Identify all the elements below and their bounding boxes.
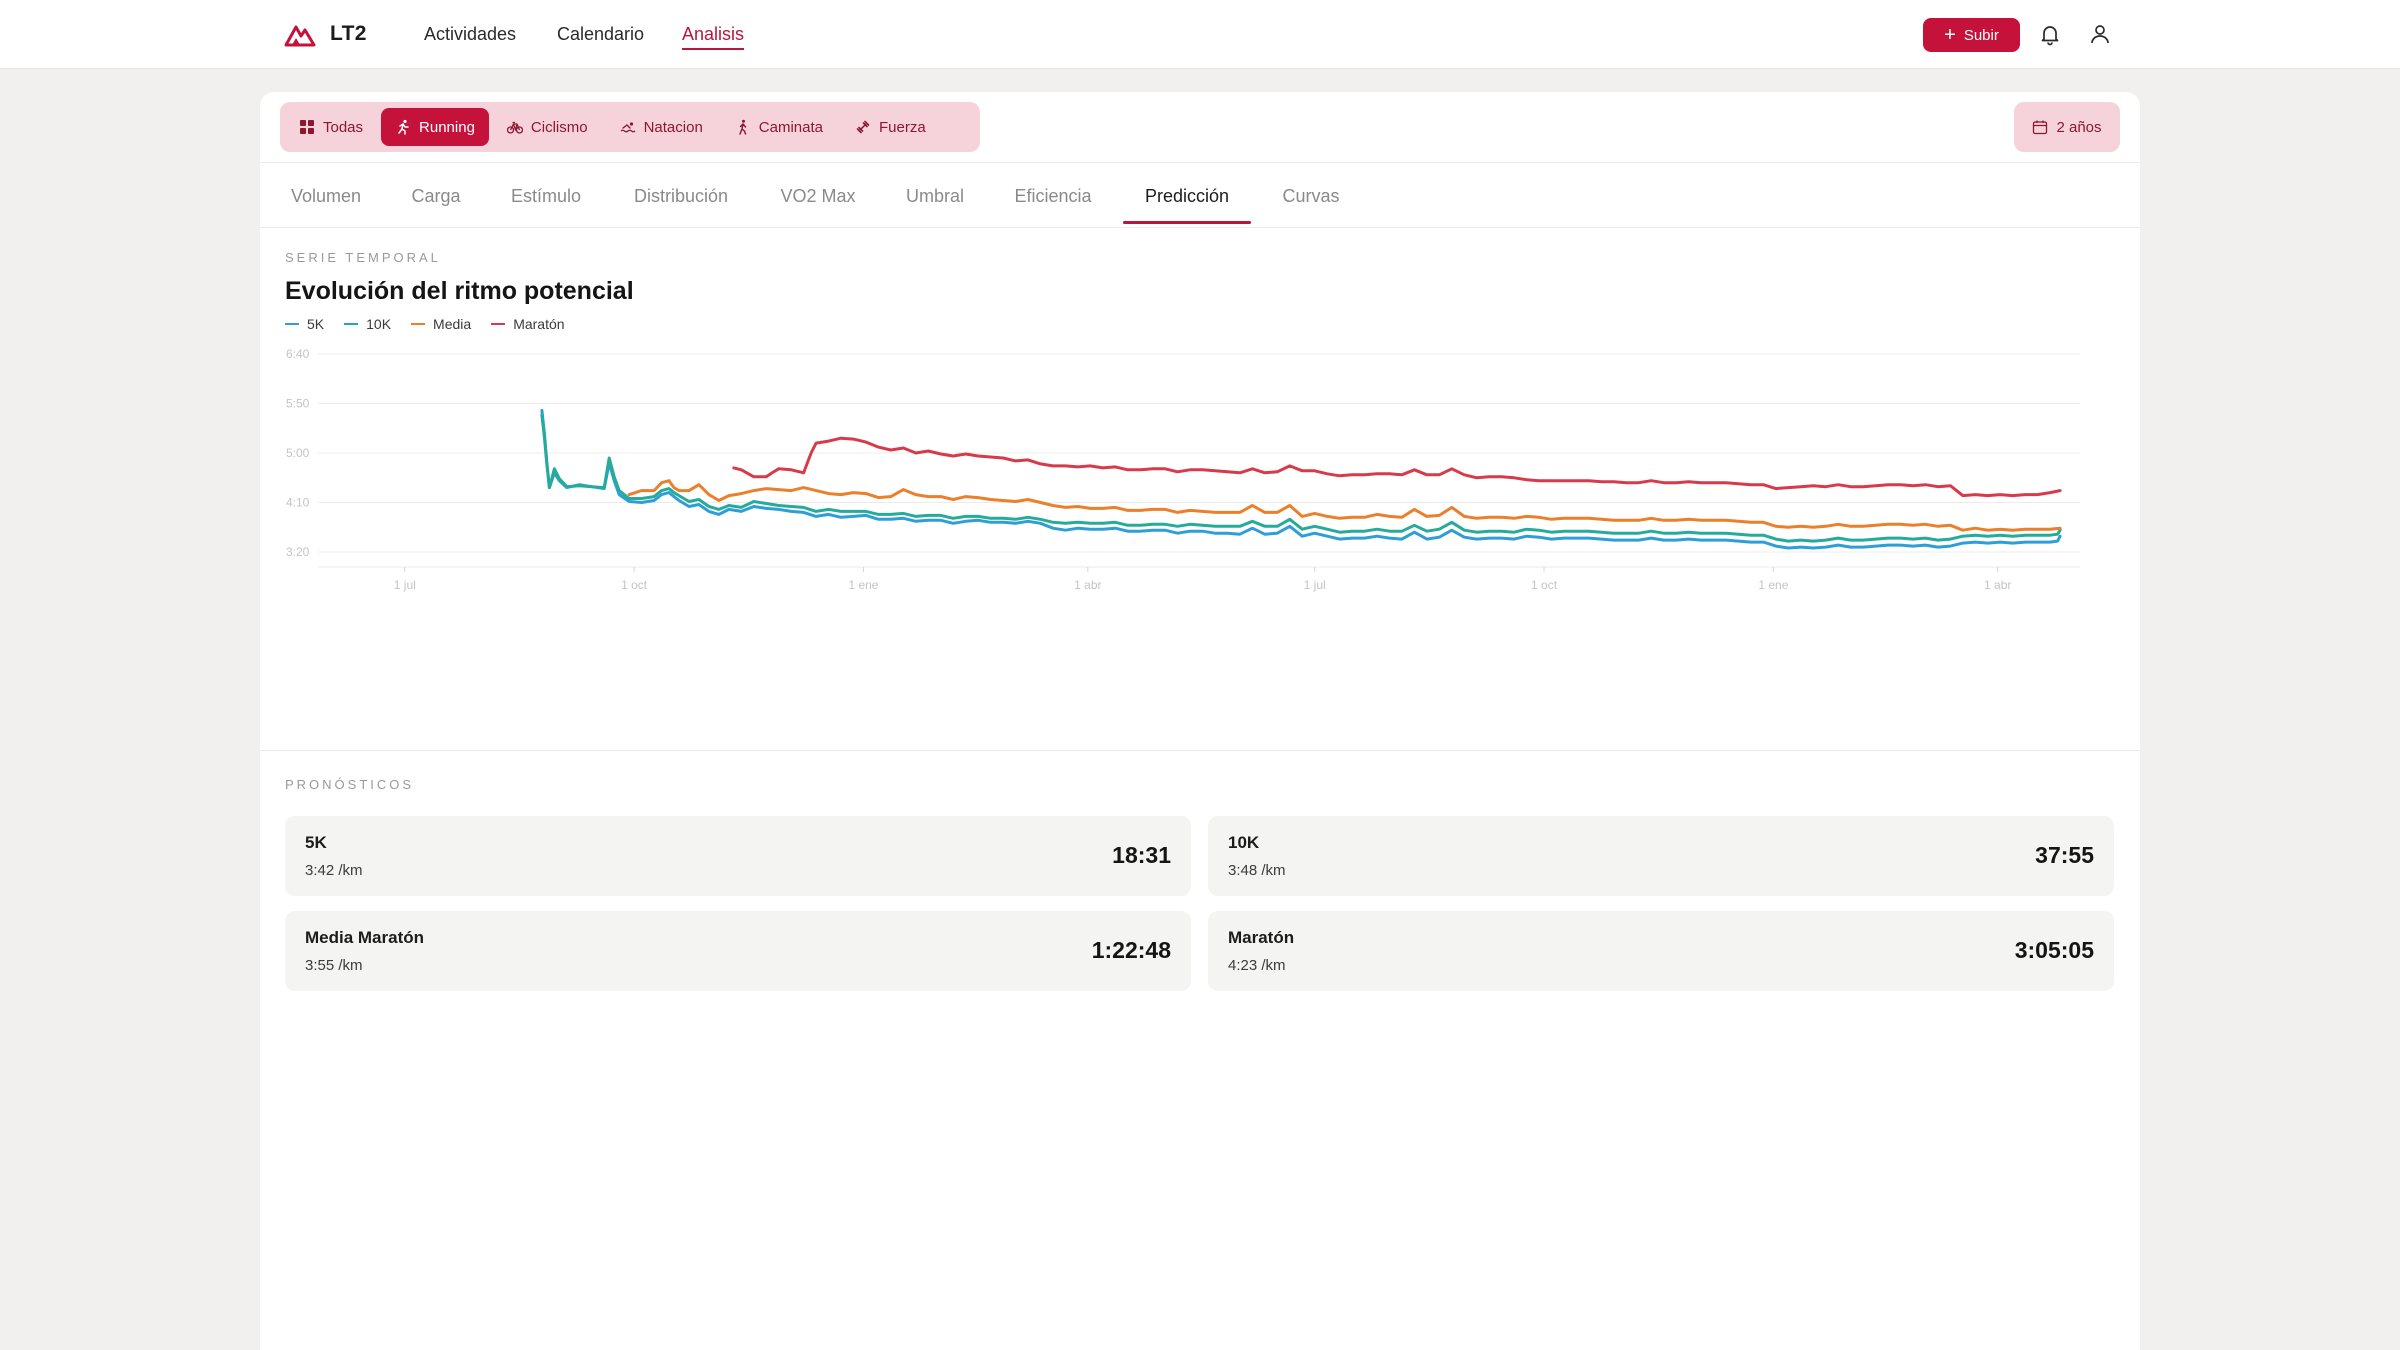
x-tick-label: 1 abr	[1984, 578, 2011, 592]
series-line-5k	[540, 408, 2062, 550]
forecast-pace: 3:48 /km	[1228, 862, 1286, 879]
chart-legend: 5K 10K Media Maratón	[285, 316, 565, 332]
legend-label: Maratón	[513, 316, 565, 332]
calendar-icon	[2033, 120, 2048, 135]
tab-estimulo[interactable]: Estímulo	[510, 186, 582, 206]
forecast-time: 1:22:48	[1091, 937, 1171, 963]
walk-icon	[739, 119, 746, 135]
forecast-time: 3:05:05	[2014, 937, 2094, 963]
period-label: 2 años	[2056, 118, 2102, 136]
x-tick-label: 1 oct	[621, 578, 648, 592]
legend-item-maraton[interactable]: Maratón	[491, 316, 565, 332]
forecast-time: 37:55	[2035, 842, 2094, 868]
forecast-distance: 10K	[1228, 833, 1260, 852]
sport-chip-label: Ciclismo	[530, 118, 588, 136]
forecast-card-marathon[interactable]: Maratón 4:23 /km 3:05:05	[1208, 911, 2114, 991]
y-tick-label: 5:00	[286, 446, 310, 460]
tab-prediccion[interactable]: Predicción	[1123, 163, 1251, 229]
sport-chip-label: Natacion	[643, 118, 703, 136]
forecast-pace: 3:42 /km	[305, 862, 363, 879]
nav-link-actividades[interactable]: Actividades	[424, 24, 517, 44]
x-tick-label: 1 jul	[1304, 578, 1326, 592]
chart-title: Evolución del ritmo potencial	[285, 277, 634, 305]
forecast-card-5k[interactable]: 5K 3:42 /km 18:31	[285, 816, 1191, 896]
runner-icon	[398, 119, 409, 135]
x-tick-label: 1 ene	[1758, 578, 1788, 592]
analysis-tabs: Volumen Carga Estímulo Distribución VO2 …	[260, 162, 2140, 228]
sport-chip-running[interactable]: Running	[381, 108, 489, 146]
legend-item-10k[interactable]: 10K	[344, 316, 391, 332]
sport-chip-label: Caminata	[758, 118, 823, 136]
legend-label: 5K	[307, 316, 325, 332]
sport-chip-label: Fuerza	[879, 118, 926, 136]
legend-label: Media	[433, 316, 472, 332]
series-eyebrow: SERIE TEMPORAL	[285, 250, 441, 265]
legend-item-5k[interactable]: 5K	[285, 316, 324, 332]
tab-volumen[interactable]: Volumen	[290, 186, 362, 206]
forecast-time: 18:31	[1112, 842, 1171, 868]
y-tick-label: 6:40	[286, 347, 310, 361]
sport-chip-caminata[interactable]: Caminata	[721, 108, 837, 146]
legend-item-media[interactable]: Media	[411, 316, 471, 332]
legend-swatch	[344, 323, 359, 325]
section-divider	[260, 750, 2140, 751]
sport-chip-ciclismo[interactable]: Ciclismo	[493, 108, 602, 146]
legend-label: 10K	[366, 316, 392, 332]
y-tick-label: 5:50	[286, 397, 310, 411]
tab-curvas[interactable]: Curvas	[1282, 186, 1340, 206]
mountain-logo-icon	[284, 25, 316, 47]
forecast-distance: 5K	[305, 833, 327, 852]
upload-button-label: Subir	[1963, 26, 1999, 44]
legend-swatch	[491, 323, 506, 325]
nav-link-calendario[interactable]: Calendario	[557, 24, 645, 44]
bell-icon[interactable]	[2038, 22, 2062, 46]
grid-icon	[300, 120, 314, 134]
sport-chip-label: Running	[419, 118, 475, 136]
series-line-media	[627, 479, 2062, 532]
upload-button[interactable]: + Subir	[1923, 18, 2020, 52]
forecast-distance: Maratón	[1228, 928, 1295, 947]
tab-umbral[interactable]: Umbral	[905, 186, 964, 206]
tab-eficiencia[interactable]: Eficiencia	[1014, 186, 1092, 206]
y-tick-label: 3:20	[286, 545, 310, 559]
swim-icon	[620, 122, 636, 133]
brand-name: LT2	[330, 22, 367, 45]
x-tick-label: 1 ene	[848, 578, 878, 592]
sport-chip-natacion[interactable]: Natacion	[606, 108, 717, 146]
dumbbell-icon	[856, 120, 870, 134]
sport-chip-fuerza[interactable]: Fuerza	[841, 108, 940, 146]
plus-icon: +	[1944, 24, 1956, 46]
pace-evolution-chart[interactable]: 6:40 5:50 5:00 4:10 3:20 1 jul 1 oct 1 ene 1 abr…	[260, 342, 2140, 602]
user-icon[interactable]	[2088, 22, 2112, 46]
forecast-pace: 4:23 /km	[1228, 957, 1286, 974]
analysis-card: Todas Running Ciclismo Natacion Caminata…	[260, 92, 2140, 1350]
tab-vo2max[interactable]: VO2 Max	[780, 186, 856, 206]
brand[interactable]: LT2	[284, 18, 367, 50]
y-tick-label: 4:10	[286, 496, 310, 510]
period-selector[interactable]: 2 años	[2014, 102, 2120, 152]
forecast-eyebrow: PRONÓSTICOS	[285, 777, 415, 792]
series-line-10k	[540, 413, 2062, 543]
forecast-pace: 3:55 /km	[305, 957, 363, 974]
forecast-card-10k[interactable]: 10K 3:48 /km 37:55	[1208, 816, 2114, 896]
legend-swatch	[411, 323, 426, 325]
sport-chip-label: Todas	[323, 118, 364, 136]
top-navbar: LT2 Actividades Calendario Analisis + Su…	[0, 0, 2400, 69]
bike-icon	[506, 121, 523, 134]
forecast-distance: Media Maratón	[305, 928, 425, 947]
legend-swatch	[285, 323, 299, 325]
sport-filter: Todas Running Ciclismo Natacion Caminata…	[280, 102, 980, 152]
x-tick-label: 1 abr	[1074, 578, 1101, 592]
x-tick-label: 1 oct	[1531, 578, 1558, 592]
tab-carga[interactable]: Carga	[411, 186, 461, 206]
forecast-card-half-marathon[interactable]: Media Maratón 3:55 /km 1:22:48	[285, 911, 1191, 991]
series-line-marat-n	[732, 436, 2062, 498]
tab-distribucion[interactable]: Distribución	[633, 186, 729, 206]
x-tick-label: 1 jul	[394, 578, 416, 592]
nav-link-analisis[interactable]: Analisis	[682, 24, 745, 50]
sport-chip-todas[interactable]: Todas	[285, 108, 377, 146]
